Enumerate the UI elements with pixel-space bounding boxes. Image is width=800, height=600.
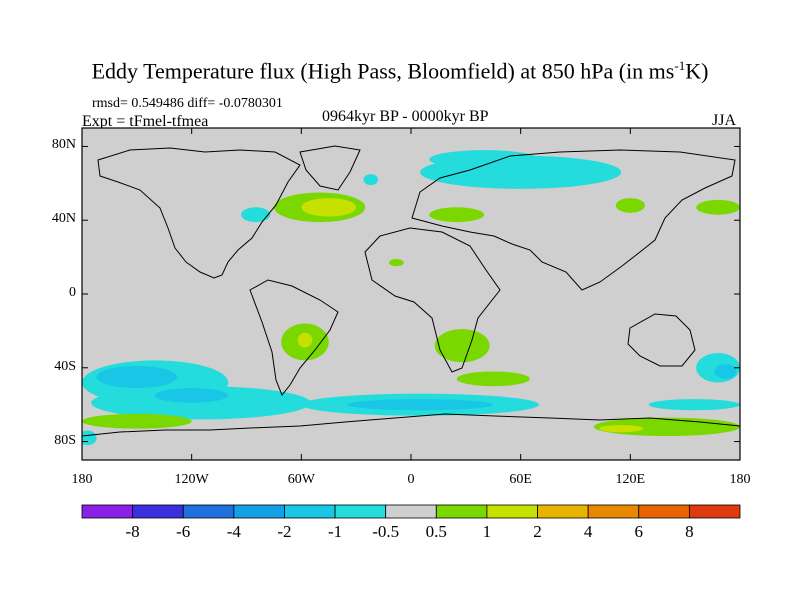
season-label: JJA (712, 112, 737, 129)
x-tick-label: 120W (174, 472, 209, 487)
field-region-25 (648, 399, 740, 411)
field-region-1 (301, 198, 357, 217)
field-region-17 (155, 388, 229, 403)
field-region-6 (429, 207, 485, 223)
y-tick-label: 40S (54, 358, 76, 374)
field-region-9 (389, 258, 404, 267)
field-region-13 (456, 371, 530, 387)
x-tick-label: 0 (407, 472, 415, 487)
colorbar-box (233, 504, 285, 519)
colorbar-label: -6 (176, 522, 191, 541)
field-region-16 (96, 365, 178, 389)
coastline-australia (627, 313, 696, 367)
coastline-south-america (249, 279, 339, 396)
coastline-antarctica (82, 413, 740, 437)
field-region-11 (297, 332, 313, 348)
field-region-26 (82, 430, 97, 446)
colorbar-label: -8 (125, 522, 140, 541)
colorbar-label: 6 (634, 522, 644, 541)
colorbar-label: -2 (277, 522, 292, 541)
colorbar-box (284, 504, 336, 519)
field-region-12 (434, 329, 490, 363)
colorbar-box (132, 504, 184, 519)
chart-title: Eddy Temperature flux (High Pass, Bloomf… (91, 58, 709, 84)
colorbar-box (81, 504, 134, 519)
colorbar-box (182, 504, 235, 519)
field-region-3 (429, 150, 539, 169)
field-layer (82, 150, 740, 446)
y-tick-label: 0 (69, 285, 76, 300)
field-region-8 (696, 199, 740, 215)
experiment-label: Expt = tFmel-tfmea (82, 113, 209, 130)
colorbar-label: -1 (327, 522, 343, 541)
y-tick-label: 80S (54, 432, 76, 448)
colorbar (81, 504, 741, 519)
colorbar-box (385, 504, 437, 519)
colorbar-box (435, 504, 488, 519)
colorbar-box (537, 504, 589, 519)
field-region-15 (91, 386, 311, 420)
colorbar-box (638, 504, 690, 519)
colorbar-label: 4 (583, 522, 593, 541)
y-tick-label: 80N (51, 137, 76, 153)
field-region-5 (363, 174, 379, 186)
colorbar-label: 2 (533, 522, 542, 541)
coastline-africa (364, 227, 501, 373)
field-region-21 (714, 364, 737, 379)
colorbar-label: 8 (685, 522, 694, 541)
colorbar-box (486, 504, 538, 519)
x-tick-label: 60E (509, 472, 532, 487)
field-region-4 (241, 207, 271, 223)
colorbar-label: -4 (226, 522, 241, 541)
x-tick-label: 60W (287, 472, 315, 487)
colorbar-label: 1 (482, 522, 492, 541)
y-tick-label: 40N (51, 211, 76, 227)
x-tick-label: 120E (615, 472, 646, 487)
colorbar-box (587, 504, 640, 519)
period-label: 0964kyr BP - 0000kyr BP (322, 108, 489, 125)
coastline-north-america (97, 147, 301, 279)
axis-ticks (81, 128, 741, 460)
colorbar-box (334, 504, 387, 519)
colorbar-label: -0.5 (372, 522, 400, 541)
field-region-19 (347, 399, 494, 411)
stats-label: rmsd= 0.549486 diff= -0.0780301 (92, 96, 283, 111)
field-region-7 (615, 198, 645, 213)
colorbar-label: 0.5 (425, 522, 447, 541)
coastline-greenland (299, 145, 361, 191)
field-region-24 (599, 424, 644, 433)
x-tick-label: 180 (71, 472, 93, 487)
colorbar-box (688, 504, 741, 519)
field-region-22 (82, 413, 192, 429)
coastline-eurasia (411, 149, 736, 291)
x-tick-label: 180 (729, 472, 751, 487)
coastline-layer (82, 145, 740, 437)
